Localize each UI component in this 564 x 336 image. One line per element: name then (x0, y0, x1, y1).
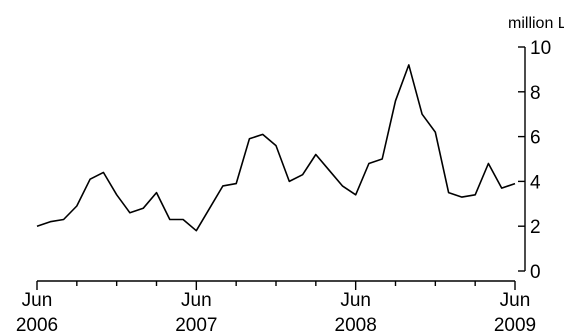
y-axis: 0 2 4 6 8 10 (518, 38, 551, 283)
x-tick-label-month: Jun (500, 290, 531, 311)
y-tick-label: 8 (530, 83, 541, 104)
series-group (36, 64, 516, 232)
x-tick-label-year: 2009 (494, 315, 536, 336)
series-line (36, 64, 516, 232)
y-tick-label: 2 (530, 217, 541, 238)
x-tick-label-month: Jun (181, 290, 212, 311)
y-tick-label: 0 (530, 262, 541, 283)
x-tick-label-year: 2007 (175, 315, 217, 336)
x-axis: Jun 2006 Jun 2007 Jun 2008 Jun 2009 (16, 280, 536, 336)
y-tick-label: 10 (530, 38, 551, 59)
x-tick-label-year: 2008 (335, 315, 377, 336)
y-tick-label: 4 (530, 172, 541, 193)
x-tick-label-month: Jun (340, 290, 371, 311)
x-tick-label-month: Jun (22, 290, 53, 311)
y-tick-label: 6 (530, 128, 541, 149)
x-tick-label-year: 2006 (16, 315, 58, 336)
y-axis-unit-label: million L (508, 15, 564, 32)
